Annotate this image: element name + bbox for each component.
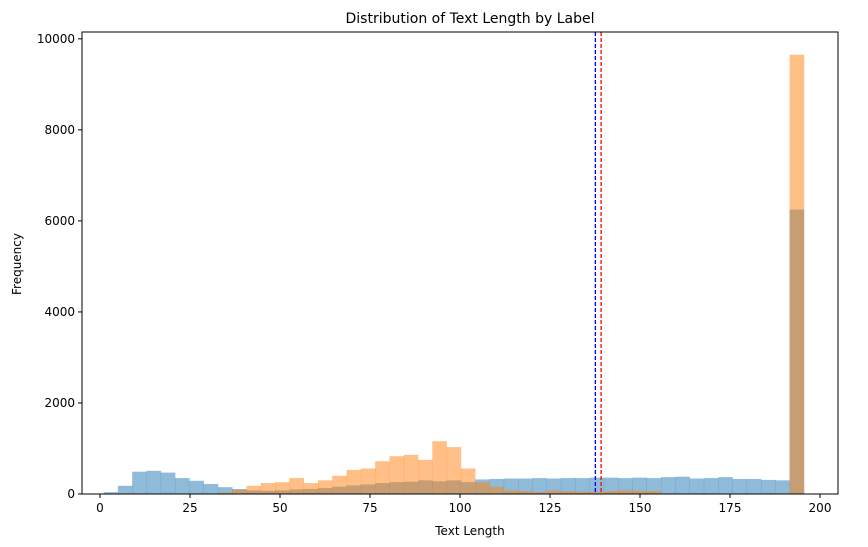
histogram-bar-series-2 (332, 475, 347, 494)
histogram-bar-series-2 (346, 469, 362, 494)
histogram-bar-series-1 (718, 477, 733, 494)
histogram-bar-series-2 (275, 482, 290, 494)
histogram-bar-series-1 (546, 478, 562, 494)
histogram-bar-series-2 (560, 491, 576, 494)
histogram-bar-series-1 (632, 477, 647, 494)
histogram-bar-series-1 (703, 478, 719, 494)
x-axis-ticks: 0 25 50 75 100 125 150 175 200 (96, 494, 831, 515)
histogram-bar-series-2 (289, 478, 304, 494)
histogram-bar-series-1 (132, 471, 147, 494)
histogram-bar-series-1 (217, 487, 233, 494)
x-tick-label: 200 (809, 501, 832, 515)
histogram-bar-series-2 (789, 54, 805, 495)
y-tick-label: 6000 (44, 214, 75, 228)
y-tick-label: 2000 (44, 396, 75, 410)
histogram-bar-series-2 (432, 441, 447, 494)
x-axis-title: Text Length (434, 524, 504, 538)
histogram-bar-series-1 (775, 480, 790, 494)
histogram-bar-series-2 (460, 468, 476, 494)
histogram-bar-series-2 (603, 491, 619, 494)
histogram-bar-series-2 (317, 480, 333, 494)
histogram-bar-series-2 (360, 468, 376, 494)
histogram-bar-series-2 (375, 461, 390, 494)
histogram-bar-series-1 (575, 478, 590, 494)
histogram-bar-series-2 (403, 454, 419, 494)
histogram-bar-series-1 (117, 485, 133, 494)
histogram-bar-series-1 (589, 477, 605, 494)
histogram-bar-series-1 (603, 477, 619, 494)
histogram-bar-series-2 (260, 483, 276, 494)
x-tick-label: 75 (362, 501, 377, 515)
histogram-bar-series-2 (503, 490, 519, 494)
x-tick-label: 150 (629, 501, 652, 515)
histogram-bar-series-1 (103, 492, 119, 494)
x-tick-label: 100 (449, 501, 472, 515)
histogram-bar-series-2 (246, 485, 262, 494)
histogram-bar-series-1 (732, 478, 748, 494)
histogram-bar-series-1 (560, 478, 576, 494)
y-tick-label: 0 (67, 487, 75, 501)
histogram-bar-series-2 (217, 492, 233, 494)
histogram-bar-series-2 (232, 489, 247, 494)
histogram-bar-series-1 (160, 472, 176, 494)
histogram-bar-series-2 (389, 456, 405, 494)
histogram-bar-series-1 (761, 479, 776, 494)
histogram-bar-series-1 (689, 478, 705, 494)
histogram-bar-series-1 (660, 477, 676, 494)
histogram-bar-series-1 (618, 478, 633, 494)
histogram-bar-series-2 (646, 491, 662, 494)
histogram-bar-series-1 (518, 478, 533, 494)
histogram-bar-series-2 (303, 483, 319, 494)
histogram-bar-series-2 (532, 492, 547, 494)
histogram-bar-series-2 (589, 492, 605, 494)
histogram-bar-series-1 (675, 476, 690, 494)
y-axis-ticks: 0 2000 4000 6000 8000 10000 (37, 32, 82, 501)
x-tick-label: 175 (719, 501, 742, 515)
histogram-bar-series-2 (575, 491, 590, 494)
histogram-bar-series-1 (189, 480, 204, 494)
x-tick-label: 125 (539, 501, 562, 515)
plot-frame (81, 31, 839, 495)
histogram-bar-series-1 (503, 478, 519, 494)
histogram-bar-series-1 (746, 478, 762, 494)
x-tick-label: 50 (272, 501, 287, 515)
chart-title: Distribution of Text Length by Label (346, 11, 595, 27)
histogram-bar-series-2 (489, 486, 505, 494)
histogram-bar-series-2 (618, 490, 633, 494)
histogram-bar-series-2 (475, 482, 490, 494)
y-tick-label: 4000 (44, 305, 75, 319)
histogram-bar-series-1 (532, 478, 547, 494)
histogram-bar-series-2 (418, 459, 433, 494)
vertical-lines (594, 32, 602, 494)
histogram-bar-series-1 (146, 470, 162, 494)
y-axis-title: Frequency (10, 233, 24, 295)
histogram-bar-series-2 (518, 491, 533, 494)
bars-group (103, 54, 805, 495)
x-tick-label: 0 (96, 501, 104, 515)
histogram-bar-series-2 (546, 490, 562, 494)
y-tick-label: 8000 (44, 123, 75, 137)
y-tick-label: 10000 (37, 32, 75, 46)
histogram-bar-series-2 (446, 447, 462, 494)
histogram-bar-series-1 (203, 483, 219, 494)
histogram-bar-series-2 (632, 490, 647, 494)
x-tick-label: 25 (182, 501, 197, 515)
histogram-bar-series-1 (175, 478, 190, 494)
histogram-bar-series-1 (646, 478, 662, 494)
